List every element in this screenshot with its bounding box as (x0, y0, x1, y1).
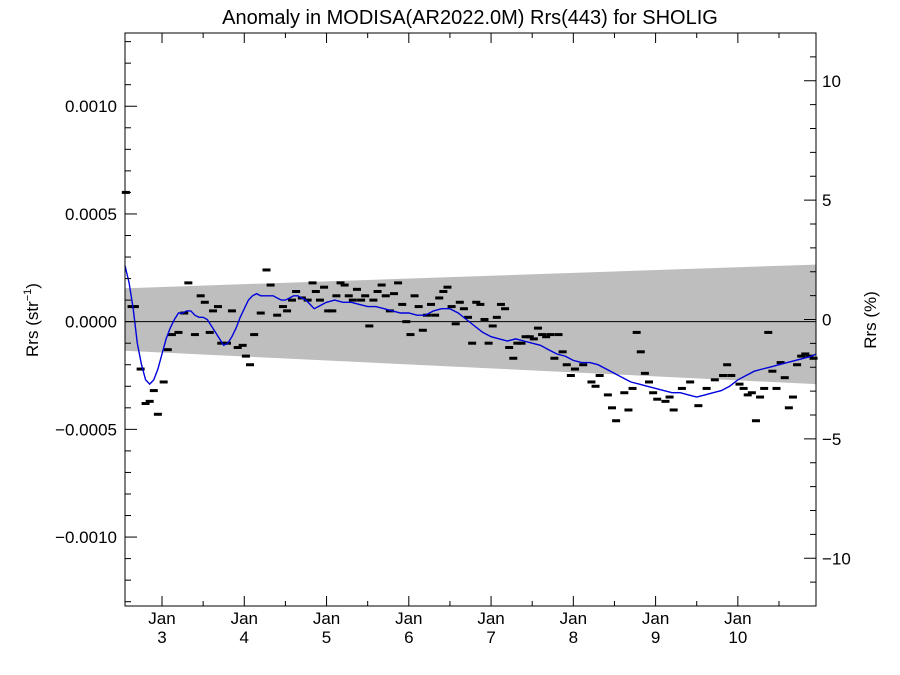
x-tick-label-bottom: 5 (322, 628, 331, 647)
x-tick-label-top: Jan (477, 609, 504, 628)
axes: 0.0010 0.0005 0.0000 −0.0005 −0.0010 10 5 0 −5 −1… (55, 32, 851, 647)
y-tick-label-left: −0.0005 (55, 420, 117, 439)
y-axis-label-left-tail: ) (23, 283, 42, 289)
x-tick-label-top: Jan (148, 609, 175, 628)
x-tick-label-top: Jan (231, 609, 258, 628)
x-tick-label-top: Jan (395, 609, 422, 628)
y-axis-label-left-sup: −1 (22, 289, 34, 302)
x-tick-label-top: Jan (560, 609, 587, 628)
y-tick-label-right: 10 (822, 72, 841, 91)
smoothed-line (124, 265, 817, 398)
y-tick-label-left: 0.0000 (65, 313, 117, 332)
y-tick-label-left: 0.0010 (65, 97, 117, 116)
x-tick-label-bottom: 7 (486, 628, 495, 647)
y-tick-label-left: −0.0010 (55, 528, 117, 547)
x-tick-label-bottom: 9 (651, 628, 660, 647)
y-tick-label-left: 0.0005 (65, 205, 117, 224)
x-tick-label-bottom: 4 (240, 628, 249, 647)
x-tick-label-top: Jan (724, 609, 751, 628)
y-axis-label-left-base: Rrs (str (23, 301, 42, 357)
y-tick-label-right: 5 (822, 191, 831, 210)
y-tick-label-right: 0 (822, 311, 831, 330)
x-tick-label-bottom: 8 (569, 628, 578, 647)
chart-title: Anomaly in MODISA(AR2022.0M) Rrs(443) fo… (222, 7, 718, 29)
y-tick-label-right: −10 (822, 549, 851, 568)
x-tick-label-top: Jan (313, 609, 340, 628)
y-tick-label-right: −5 (822, 430, 841, 449)
uncertainty-band (125, 264, 816, 385)
x-tick-label-bottom: 6 (404, 628, 413, 647)
y-axis-label-right: Rrs (%) (861, 291, 880, 349)
plot-area (121, 190, 818, 423)
x-tick-label-bottom: 3 (157, 628, 166, 647)
x-tick-label-bottom: 10 (728, 628, 747, 647)
y-axis-label-left: Rrs (str−1) (22, 283, 42, 357)
x-tick-label-top: Jan (642, 609, 669, 628)
